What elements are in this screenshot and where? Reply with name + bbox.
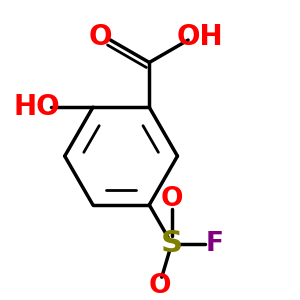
Text: O: O <box>149 274 171 299</box>
Text: HO: HO <box>13 93 60 121</box>
Text: OH: OH <box>177 23 224 51</box>
Text: O: O <box>160 187 183 212</box>
Text: S: S <box>161 229 183 258</box>
Text: O: O <box>88 23 112 51</box>
Text: F: F <box>206 231 224 257</box>
